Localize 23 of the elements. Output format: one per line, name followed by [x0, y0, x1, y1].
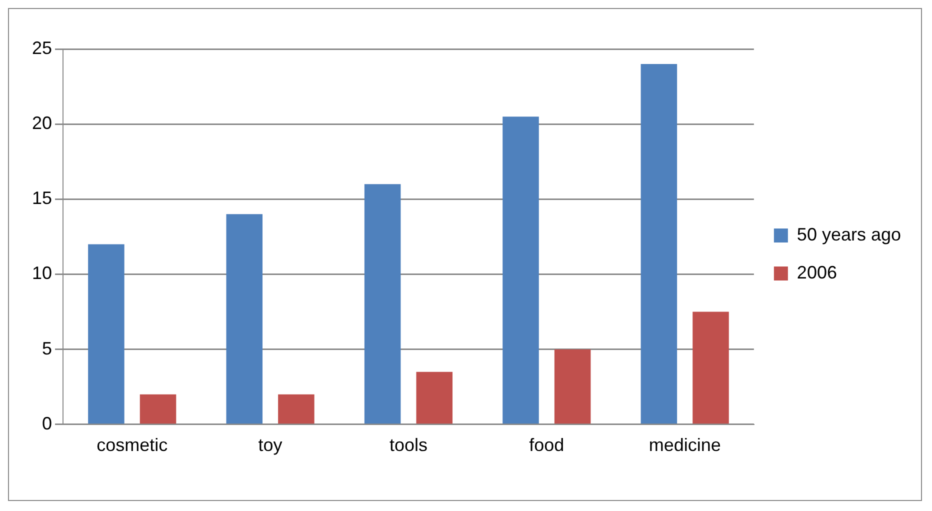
bar: [88, 244, 124, 424]
y-tick-label: 25: [32, 38, 52, 58]
x-tick-label: medicine: [648, 435, 721, 456]
y-tick-label: 5: [42, 338, 52, 358]
x-tick-label: toy: [258, 435, 282, 456]
bar: [140, 394, 176, 424]
y-tick-label: 20: [32, 113, 52, 134]
bar: [640, 64, 678, 424]
bar: [692, 312, 729, 424]
x-tick-label: cosmetic: [96, 435, 168, 456]
y-tick-label: 15: [32, 188, 52, 208]
legend-label: 2006: [796, 262, 837, 282]
x-tick-label: tools: [389, 435, 428, 456]
bar: [226, 214, 263, 424]
bar: [416, 372, 453, 424]
bar: [554, 349, 591, 424]
bar: [502, 116, 539, 424]
x-tick-label: food: [529, 435, 564, 456]
legend-label: 50 years ago: [796, 224, 902, 244]
y-tick-label: 0: [42, 413, 52, 434]
y-tick-label: 10: [32, 263, 52, 284]
bar: [364, 184, 401, 424]
bar: [278, 394, 314, 424]
